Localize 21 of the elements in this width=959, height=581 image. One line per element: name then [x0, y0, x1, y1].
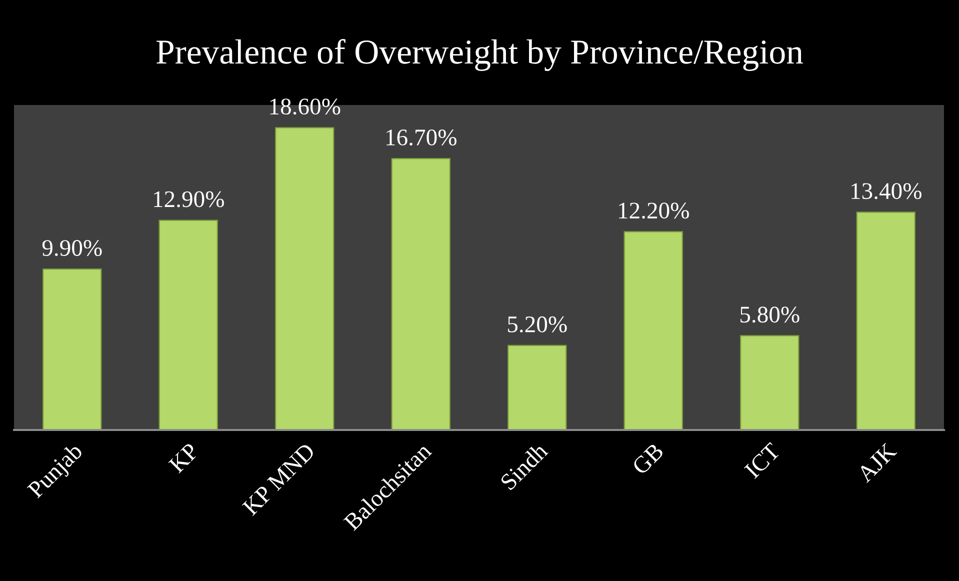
chart-title: Prevalence of Overweight by Province/Region — [156, 39, 803, 71]
bar — [391, 158, 450, 430]
data-label: 12.90% — [154, 191, 224, 208]
bar — [275, 127, 334, 430]
data-label: 18.60% — [270, 98, 340, 115]
data-label: 9.90% — [42, 240, 102, 256]
x-tick-label: ICT — [744, 442, 782, 480]
data-label: 13.40% — [852, 183, 922, 200]
bar — [740, 335, 800, 430]
bar — [158, 220, 218, 430]
bar — [624, 231, 683, 430]
data-label: 5.20% — [508, 316, 567, 332]
data-label: 16.70% — [386, 129, 456, 146]
x-tick-label: KP — [168, 442, 200, 474]
bar — [42, 268, 102, 430]
bar — [856, 212, 916, 430]
data-label: 12.20% — [619, 202, 689, 219]
bar — [508, 344, 567, 430]
x-tick-label: GB — [631, 442, 664, 476]
x-tick-label: AJK — [856, 442, 898, 484]
data-label: 5.80% — [740, 306, 800, 323]
